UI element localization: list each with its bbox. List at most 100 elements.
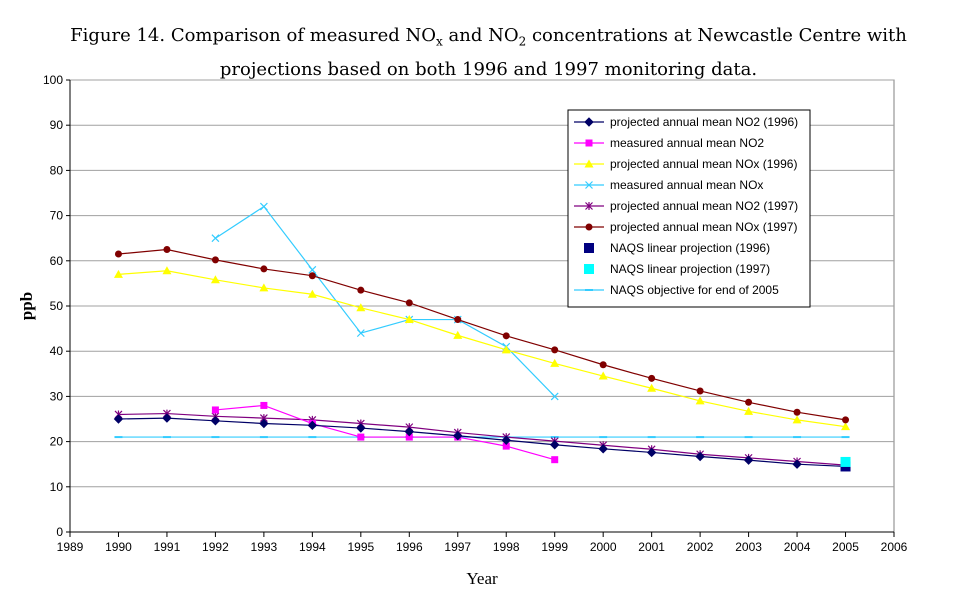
series-2-point-1995 <box>357 433 365 441</box>
legend-item-4: measured annual mean NOx <box>574 178 763 192</box>
x-tick-label-2002: 2002 <box>687 540 714 554</box>
series-3-point-2005 <box>841 422 851 431</box>
legend-marker-7 <box>584 243 594 253</box>
legend-marker-4 <box>585 181 593 189</box>
series-2-point-1992 <box>211 406 219 414</box>
series-6-point-1990 <box>114 250 122 258</box>
series-4 <box>211 202 559 401</box>
series-4-point-1999 <box>550 392 559 401</box>
series-3-point-1994 <box>307 289 317 298</box>
series-1-point-1999 <box>549 440 560 450</box>
x-tick-label-2005: 2005 <box>832 540 859 554</box>
series-1-point-2003 <box>743 455 754 465</box>
series-2 <box>211 401 559 464</box>
x-tick-label-1995: 1995 <box>347 540 374 554</box>
series-6-point-1992 <box>211 256 219 264</box>
series-5-line <box>118 412 846 466</box>
x-tick-label-2003: 2003 <box>735 540 762 554</box>
series-6-point-2001 <box>648 374 656 382</box>
y-tick-label-40: 40 <box>50 344 64 358</box>
legend-item-3: projected annual mean NOx (1996) <box>574 157 797 171</box>
series-1-line <box>118 417 846 468</box>
legend-marker-8 <box>584 264 594 274</box>
title-line-2: projections based on both 1996 and 1997 … <box>219 58 758 80</box>
series-3-point-1993 <box>259 283 269 292</box>
series-3-line <box>118 270 846 428</box>
legend-label-2: measured annual mean NO2 <box>610 136 764 150</box>
series-layer <box>113 202 851 472</box>
series-6-point-2003 <box>745 398 753 406</box>
series-1-point-1996 <box>404 426 415 437</box>
x-tick-label-1996: 1996 <box>396 540 423 554</box>
series-3-point-2002 <box>695 396 705 405</box>
x-axis-title: Year <box>466 569 498 588</box>
x-tick-label-1992: 1992 <box>202 540 229 554</box>
series-3-point-1999 <box>550 358 560 367</box>
series-1-point-1990 <box>113 414 124 424</box>
series-3-point-1996 <box>404 315 414 324</box>
legend-label-3: projected annual mean NOx (1996) <box>610 157 797 171</box>
legend-box <box>567 109 811 308</box>
series-3-point-1998 <box>501 345 511 354</box>
legend-item-8: NAQS linear projection (1997) <box>584 262 770 276</box>
legend-label-5: projected annual mean NO2 (1997) <box>610 199 798 213</box>
series-1-point-1993 <box>259 418 269 429</box>
legend-label-4: measured annual mean NOx <box>610 178 763 192</box>
series-2-point-1998 <box>502 442 510 450</box>
series-6 <box>114 246 850 424</box>
x-tick-label-1989: 1989 <box>57 540 84 554</box>
legend-marker-1 <box>584 117 594 127</box>
y-tick-label-50: 50 <box>50 299 64 313</box>
x-tick-label-2004: 2004 <box>784 540 811 554</box>
series-3-point-2003 <box>744 406 754 415</box>
x-tick-label-2001: 2001 <box>638 540 665 554</box>
series-6-line <box>118 248 846 421</box>
axes: 0 10 20 30 40 50 60 70 80 90 100 1989 1990 1991 1992 19… <box>43 73 908 554</box>
y-tick-label-100: 100 <box>43 73 63 87</box>
y-axis-title: ppb <box>17 292 36 320</box>
series-3-point-1992 <box>210 275 220 284</box>
x-tick-label-1997: 1997 <box>444 540 471 554</box>
title-line-1: Figure 14. Comparison of measured NOx an… <box>70 25 907 49</box>
x-tick-label-1991: 1991 <box>154 540 181 554</box>
y-tick-label-60: 60 <box>50 254 64 268</box>
series-4-line <box>215 205 556 397</box>
y-tick-label-10: 10 <box>50 480 64 494</box>
series-1 <box>113 413 851 472</box>
legend-marker-6 <box>585 223 593 231</box>
series-1-point-1991 <box>162 413 172 423</box>
legend-label-6: projected annual mean NOx (1997) <box>610 220 797 234</box>
x-tick-label-2006: 2006 <box>881 540 908 554</box>
series-3-point-2004 <box>792 415 802 424</box>
series-4-point-1992 <box>211 234 220 243</box>
x-tick-label-1994: 1994 <box>299 540 326 554</box>
series-4-point-1995 <box>356 329 365 338</box>
series-4-point-1994 <box>308 265 317 274</box>
series-1-point-1998 <box>501 435 511 445</box>
legend-label-8: NAQS linear projection (1997) <box>610 262 770 276</box>
series-3-point-2000 <box>598 371 608 380</box>
series-1-point-2004 <box>792 459 802 469</box>
series-3-point-1997 <box>453 330 463 339</box>
legend-label-1: projected annual mean NO2 (1996) <box>610 115 798 129</box>
series-6-point-2000 <box>599 361 607 369</box>
legend-item-5: projected annual mean NO2 (1997) <box>574 199 798 213</box>
legend-item-9: NAQS objective for end of 2005 <box>574 283 779 297</box>
series-1-point-1997 <box>453 431 463 441</box>
x-tick-label-1993: 1993 <box>251 540 278 554</box>
series-3 <box>113 266 851 431</box>
y-tick-label-30: 30 <box>50 389 64 403</box>
series-2-point-1993 <box>260 401 268 409</box>
y-tick-label-20: 20 <box>50 435 64 449</box>
y-tick-label-0: 0 <box>56 525 63 539</box>
legend-marker-3 <box>584 159 594 168</box>
series-6-point-1996 <box>405 299 413 307</box>
series-3-point-1991 <box>162 266 172 275</box>
y-tick-label-80: 80 <box>50 163 64 177</box>
legend: projected annual mean NO2 (1996) measured… <box>567 109 811 308</box>
y-tick-label-90: 90 <box>50 118 64 132</box>
series-6-point-2004 <box>793 408 801 416</box>
x-tick-label-1998: 1998 <box>493 540 520 554</box>
series-6-point-2005 <box>842 416 850 424</box>
